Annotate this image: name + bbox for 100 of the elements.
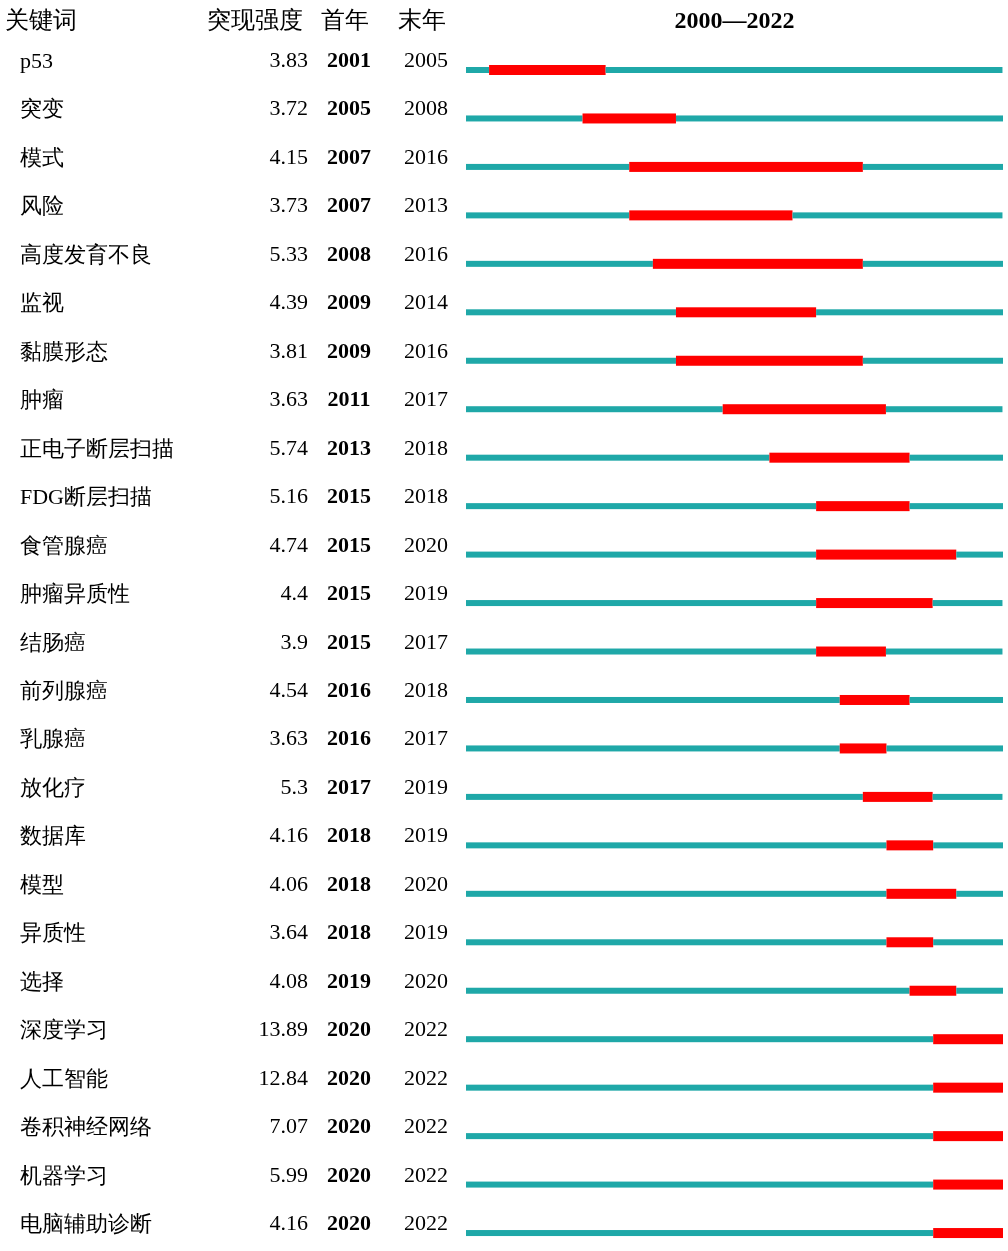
- y-tick-label: 正电子断层扫描: [20, 435, 174, 461]
- bar: [605, 67, 1003, 73]
- bar: [933, 1131, 1003, 1142]
- text: 4.74: [269, 531, 308, 557]
- text: 3.63: [269, 725, 308, 751]
- bar: [629, 210, 793, 221]
- y-tick-label: 电脑辅助诊断: [20, 1211, 152, 1237]
- text: 2016: [404, 337, 448, 363]
- text: 2015: [327, 531, 371, 557]
- text: 2011: [327, 386, 371, 412]
- y-axis-title: 关键词: [5, 7, 77, 33]
- text: 2009: [327, 337, 371, 363]
- bar: [956, 551, 1003, 558]
- bar: [909, 696, 1003, 703]
- bar: [652, 258, 863, 269]
- y-tick-label: 异质性: [20, 920, 86, 946]
- bar: [466, 67, 490, 73]
- bar: [466, 260, 653, 267]
- text: 2009: [327, 289, 371, 315]
- y-tick-label: 模式: [20, 144, 64, 170]
- text: 2020: [327, 1210, 371, 1236]
- text: 2019: [327, 967, 371, 993]
- bar: [466, 163, 630, 170]
- text: 2018: [327, 822, 371, 848]
- bar: [933, 1228, 1003, 1239]
- text: 2019: [404, 773, 448, 799]
- text: 2008: [404, 95, 448, 121]
- text: 2017: [404, 386, 448, 412]
- bar: [862, 163, 1003, 170]
- text: 4.06: [269, 870, 308, 896]
- bar: [816, 549, 957, 560]
- text: 2020: [404, 967, 448, 993]
- bar: [466, 793, 863, 800]
- text: 3.72: [269, 95, 308, 121]
- bar: [466, 454, 770, 461]
- text: 2019: [404, 822, 448, 848]
- text: 5.99: [269, 1161, 308, 1187]
- y-tick-label: 放化疗: [20, 774, 86, 800]
- text: 4.08: [269, 967, 308, 993]
- y-tick-label: 肿瘤: [20, 387, 64, 413]
- text: 4.16: [269, 822, 308, 848]
- text: 5.3: [280, 773, 308, 799]
- bar: [909, 503, 1003, 510]
- text: 12.84: [258, 1064, 308, 1090]
- bar: [466, 1133, 934, 1140]
- bar: [862, 791, 933, 802]
- text: 7.07: [269, 1113, 308, 1139]
- text: 4.54: [269, 676, 308, 702]
- bar: [933, 1179, 1003, 1190]
- text: 13.89: [258, 1016, 308, 1042]
- text: 3.73: [269, 192, 308, 218]
- text: 2022: [404, 1161, 448, 1187]
- bar: [885, 648, 1003, 655]
- text: 末年: [398, 7, 446, 33]
- text: 2005: [327, 95, 371, 121]
- bar: [862, 357, 1003, 364]
- text: 3.64: [269, 919, 308, 945]
- y-tick-label: p53: [20, 48, 53, 73]
- text: 2014: [404, 289, 448, 315]
- bar: [769, 452, 910, 463]
- bar: [466, 115, 583, 122]
- chart-title: 2000—2022: [674, 7, 795, 33]
- text: 4.16: [269, 1210, 308, 1236]
- text: 2015: [327, 628, 371, 654]
- text: 2022: [404, 1016, 448, 1042]
- bar: [839, 743, 887, 754]
- bar: [466, 600, 817, 607]
- y-tick-label: 高度发育不良: [20, 241, 152, 267]
- bar: [956, 890, 1003, 897]
- bar: [466, 987, 910, 994]
- bar: [466, 1181, 934, 1188]
- text: 2018: [327, 919, 371, 945]
- y-tick-label: 人工智能: [20, 1065, 108, 1091]
- text: 2022: [404, 1113, 448, 1139]
- y-tick-label: 结肠癌: [20, 629, 86, 655]
- y-tick-label: 肿瘤异质性: [20, 581, 130, 607]
- bar: [466, 551, 817, 558]
- bar: [956, 987, 1003, 994]
- text: 突现强度: [207, 7, 303, 33]
- text: 5.74: [269, 434, 308, 460]
- text: 5.16: [269, 483, 308, 509]
- bar: [816, 309, 1003, 316]
- bar: [675, 355, 863, 366]
- bar: [932, 600, 1003, 607]
- bar: [839, 694, 910, 705]
- bar: [466, 503, 817, 510]
- bar: [816, 501, 910, 512]
- text: 2001: [327, 47, 371, 72]
- bar: [886, 937, 934, 948]
- text: 2019: [404, 580, 448, 606]
- bar: [675, 115, 1003, 122]
- bar: [466, 648, 817, 655]
- bar: [886, 745, 1003, 752]
- text: 2020: [404, 870, 448, 896]
- text: 2016: [327, 676, 371, 702]
- text: 2008: [327, 240, 371, 266]
- bar: [909, 454, 1003, 461]
- bar: [466, 1036, 934, 1043]
- y-tick-label: 黏膜形态: [20, 338, 108, 364]
- bar: [722, 404, 886, 415]
